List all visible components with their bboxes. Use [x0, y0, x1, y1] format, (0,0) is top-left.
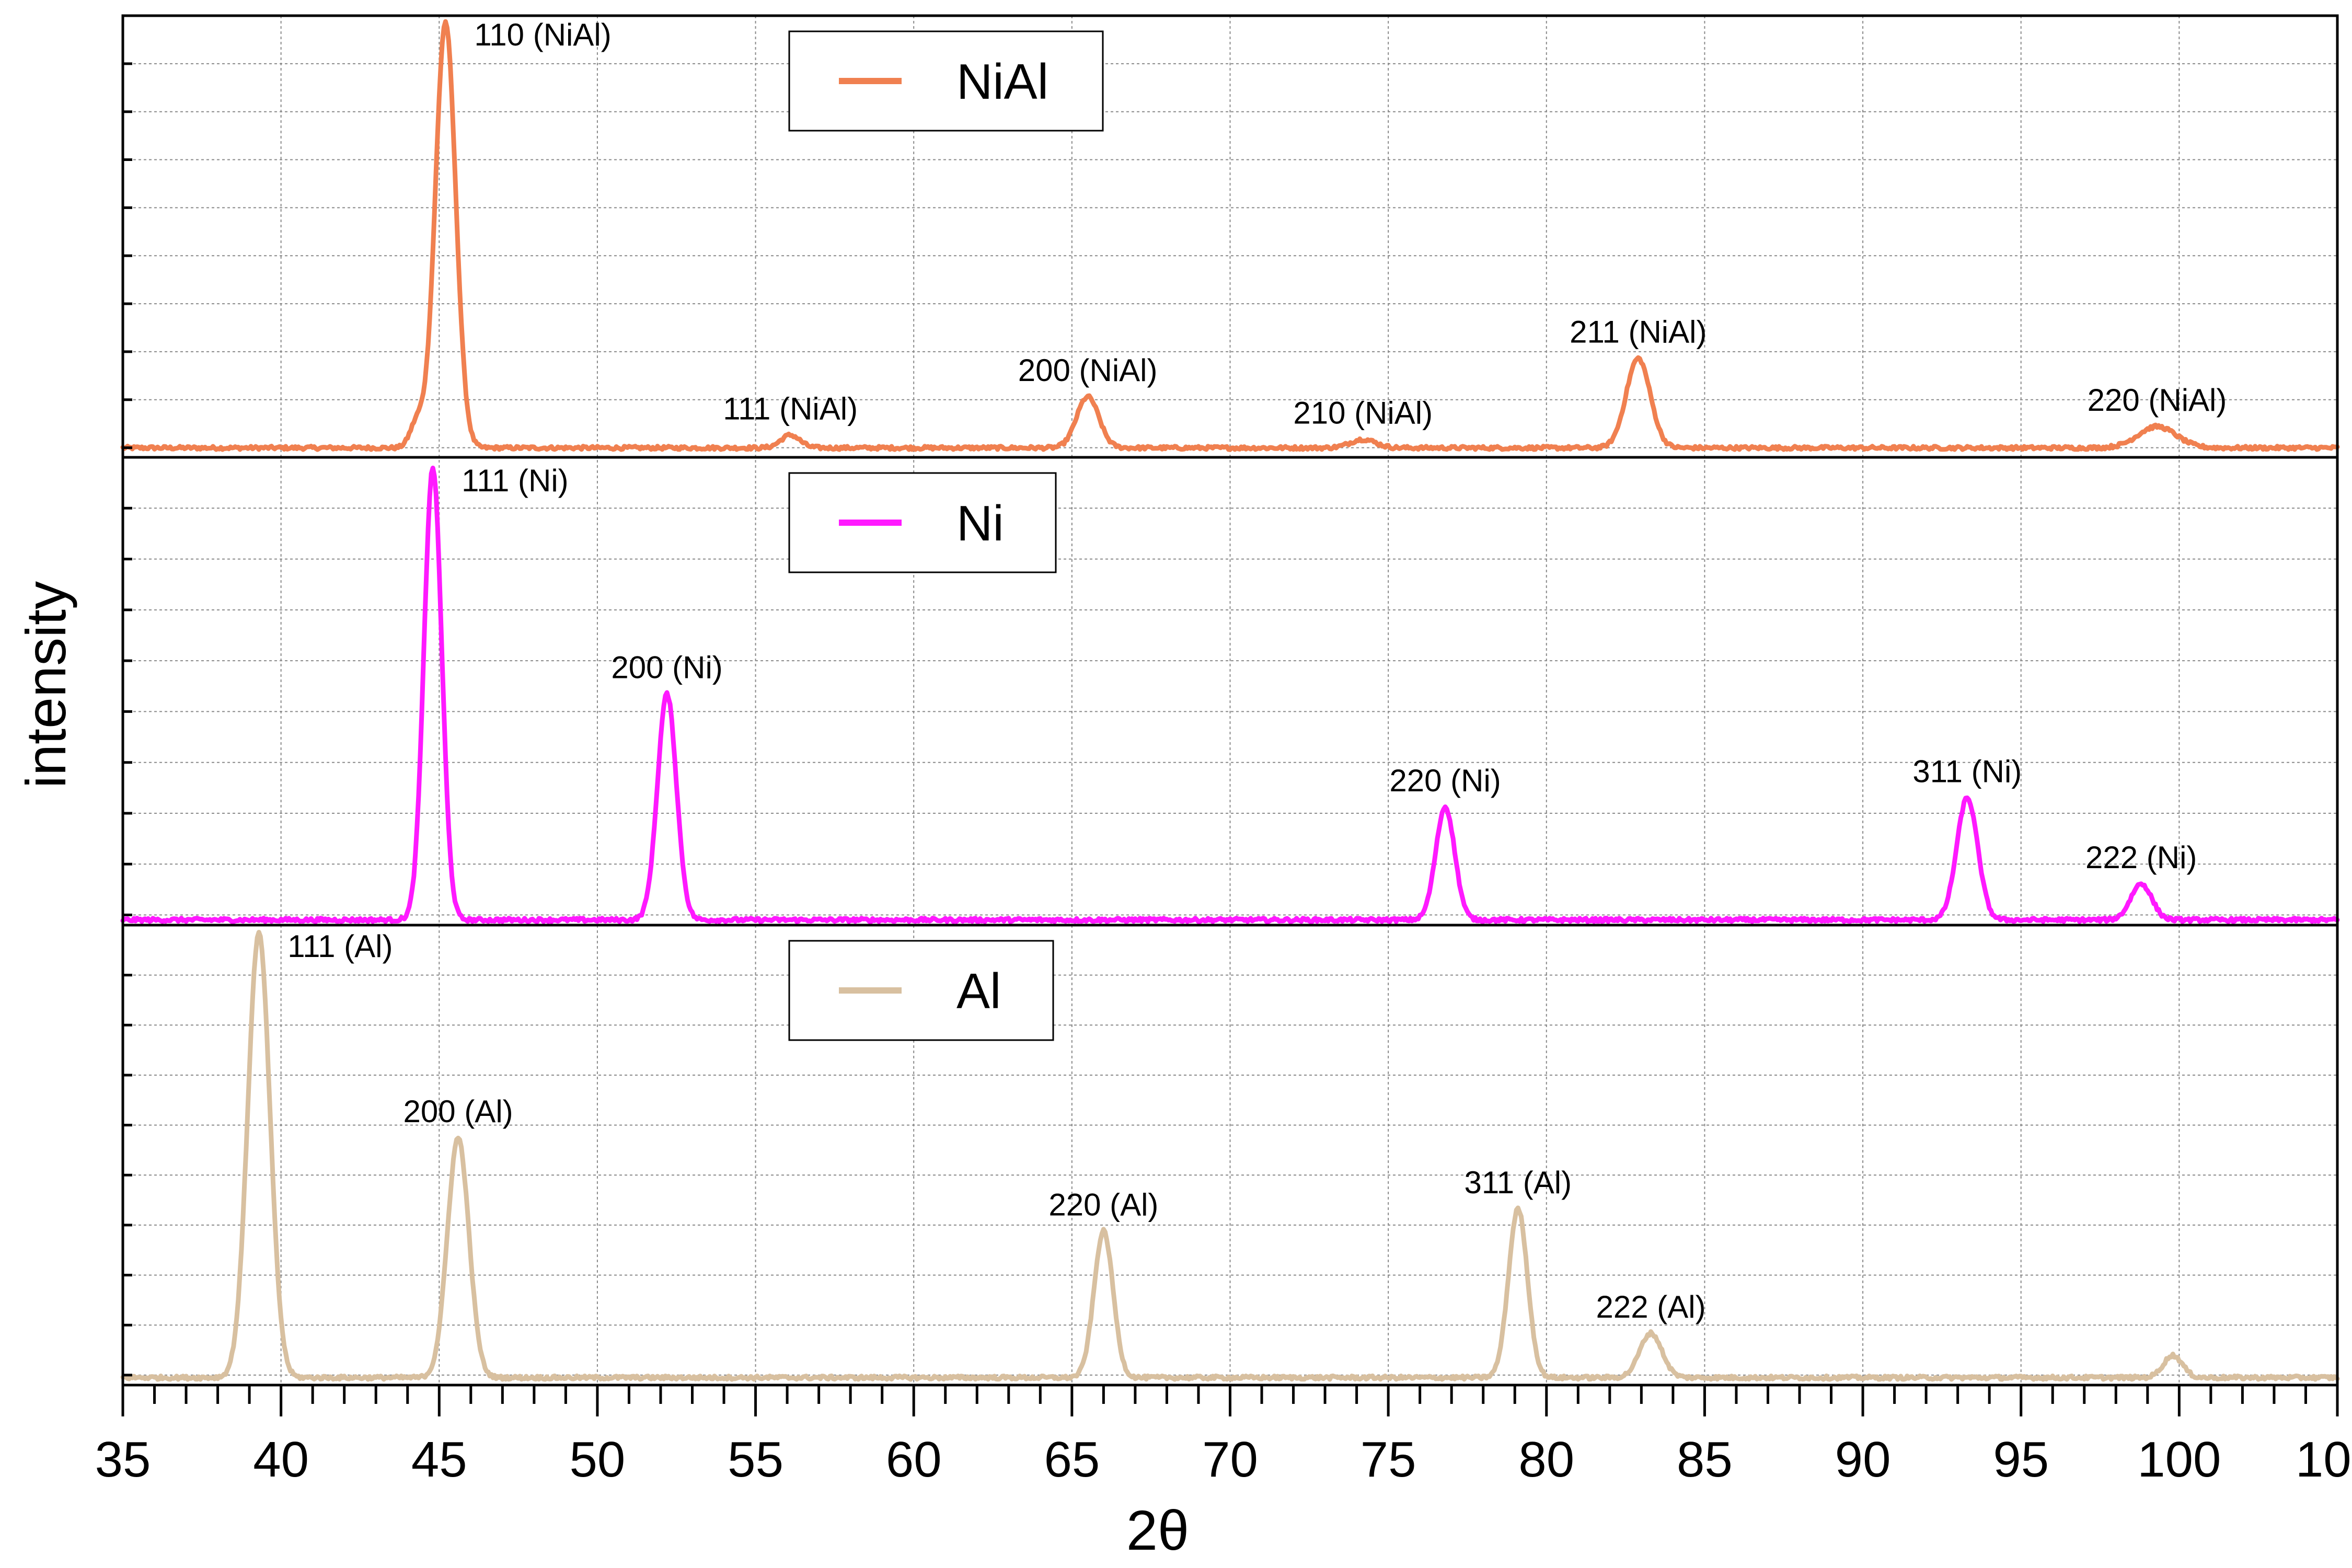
x-tick-label: 105: [2296, 1432, 2352, 1488]
peak-label: 220 (Ni): [1389, 763, 1501, 798]
peak-label: 211 (NiAl): [1570, 315, 1707, 350]
series-line-ni: [120, 465, 2340, 924]
x-tick-label: 95: [1993, 1432, 2049, 1488]
legend-label: NiAl: [956, 54, 1048, 110]
peak-label: 110 (NiAl): [474, 17, 611, 52]
peak-label: 200 (NiAl): [1018, 353, 1158, 388]
series-line-al: [120, 930, 2340, 1382]
x-tick-label: 90: [1835, 1432, 1891, 1488]
x-tick-label: 100: [2137, 1432, 2221, 1488]
peak-label: 111 (NiAl): [723, 391, 858, 426]
x-tick-label: 60: [886, 1432, 942, 1488]
peak-label: 222 (Ni): [2085, 840, 2197, 875]
legend-label: Al: [956, 963, 1001, 1019]
x-tick-label: 70: [1202, 1432, 1258, 1488]
peak-label: 210 (NiAl): [1293, 396, 1433, 431]
x-tick-label: 80: [1518, 1432, 1574, 1488]
x-tick-label: 75: [1361, 1432, 1416, 1488]
x-tick-label: 50: [570, 1432, 626, 1488]
y-axis-title: intensity: [14, 581, 77, 788]
peak-label: 200 (Al): [403, 1094, 513, 1129]
x-tick-label: 55: [728, 1432, 783, 1488]
peak-label: 220 (NiAl): [2088, 383, 2227, 418]
x-tick-label: 35: [95, 1432, 151, 1488]
peak-label: 111 (Ni): [462, 463, 568, 498]
x-axis-title: 2θ: [1126, 1498, 1189, 1562]
peak-label: 200 (Ni): [611, 650, 722, 685]
plot-frame: [121, 14, 2339, 1387]
legend-box: [788, 30, 1104, 132]
peak-label: 311 (Ni): [1912, 754, 2022, 789]
legend-label: Ni: [956, 495, 1004, 551]
peak-label: 311 (Al): [1464, 1165, 1572, 1200]
x-tick-label: 65: [1044, 1432, 1100, 1488]
legend-box: [788, 472, 1057, 573]
x-tick-label: 85: [1677, 1432, 1733, 1488]
series-line-nial: [120, 19, 2340, 452]
peak-labels: 110 (NiAl) 111 (NiAl) 200 (NiAl) 210 (NiAl)…: [287, 17, 2227, 1324]
series-lines: [120, 19, 2340, 1382]
legend-box: [788, 940, 1054, 1041]
peak-label: 220 (Al): [1048, 1187, 1158, 1222]
x-tick-label: 45: [411, 1432, 467, 1488]
x-tick-label: 40: [253, 1432, 309, 1488]
peak-label: 111 (Al): [287, 929, 393, 964]
x-axis: 35 40 45 50 55 60 65 70 75 80 85 90 95 100 105: [95, 1385, 2352, 1488]
peak-label: 222 (Al): [1596, 1289, 1705, 1324]
